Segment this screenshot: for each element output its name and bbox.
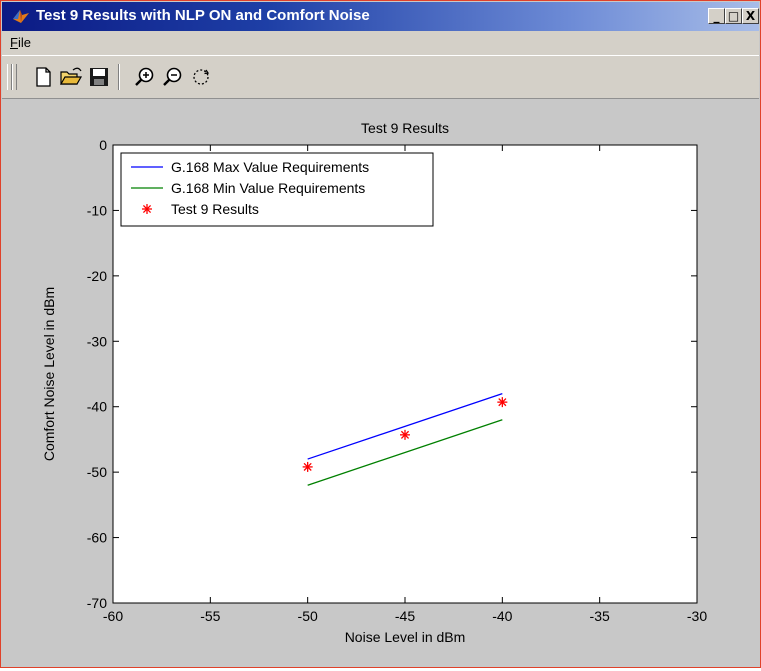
toolbar: [2, 55, 759, 99]
x-tick-label: -35: [590, 608, 610, 624]
y-tick-label: -10: [87, 202, 107, 218]
legend-label: G.168 Max Value Requirements: [171, 159, 369, 175]
minimize-button[interactable]: _: [708, 8, 725, 24]
y-axis-label: Comfort Noise Level in dBm: [41, 287, 57, 461]
y-tick-label: -60: [87, 530, 107, 546]
menu-bar: File: [2, 31, 759, 55]
title-bar[interactable]: Test 9 Results with NLP ON and Comfort N…: [2, 2, 759, 31]
chart-marks: [302, 393, 508, 486]
toolbar-grip-2[interactable]: [12, 64, 17, 90]
series-line-0: [307, 393, 503, 460]
y-tick-label: -40: [87, 399, 107, 415]
data-point-2-1: [400, 429, 410, 440]
axis-ticks: -60 -55 -50 -45 -40 -35 -30 0 -10 -20 -30 -40 -50 -60…: [87, 137, 708, 624]
x-tick-label: -60: [103, 608, 123, 624]
marker-stroke: [142, 204, 152, 214]
y-tick-label: 0: [99, 137, 107, 153]
new-file-icon[interactable]: [30, 64, 56, 90]
save-icon[interactable]: [86, 64, 112, 90]
window-title: Test 9 Results with NLP ON and Comfort N…: [36, 7, 370, 24]
marker-stroke: [400, 430, 410, 439]
x-tick-label: -50: [298, 608, 318, 624]
legend-label: Test 9 Results: [171, 201, 259, 217]
legend-box: [120, 152, 434, 227]
y-tick-label: -20: [87, 268, 107, 284]
x-tick-label: -45: [395, 608, 415, 624]
zoom-out-icon[interactable]: [160, 64, 186, 90]
y-tick-label: -30: [87, 333, 107, 349]
chart-title: Test 9 Results: [361, 120, 449, 136]
y-tick-label: -70: [87, 595, 107, 611]
rotate-icon[interactable]: [188, 64, 214, 90]
figure-canvas: -60 -55 -50 -45 -40 -35 -30 0 -10 -20 -30 -40 -50 -60…: [2, 99, 759, 666]
zoom-in-icon[interactable]: [132, 64, 158, 90]
legend-swatch: [142, 204, 152, 214]
toolbar-grip[interactable]: [7, 64, 12, 90]
maximize-button[interactable]: □: [725, 8, 742, 24]
y-tick-label: -50: [87, 464, 107, 480]
chart: -60 -55 -50 -45 -40 -35 -30 0 -10 -20 -30 -40 -50 -60…: [41, 120, 708, 645]
open-folder-icon[interactable]: [58, 64, 84, 90]
toolbar-separator: [118, 64, 120, 90]
matlab-logo-icon: [13, 10, 29, 23]
menu-file[interactable]: File: [10, 35, 31, 50]
legend[interactable]: G.168 Max Value Requirements G.168 Min Va…: [120, 152, 434, 227]
data-point-2-0: [302, 461, 313, 472]
marker-stroke: [498, 398, 507, 407]
menu-file-accelerator: F: [10, 35, 18, 50]
legend-label: G.168 Min Value Requirements: [171, 180, 365, 196]
x-tick-label: -55: [200, 608, 220, 624]
close-button[interactable]: X: [742, 8, 759, 24]
marker-stroke: [303, 462, 312, 471]
x-tick-label: -30: [687, 608, 707, 624]
x-tick-label: -40: [492, 608, 512, 624]
x-axis-label: Noise Level in dBm: [345, 629, 466, 645]
data-point-2-2: [497, 397, 508, 408]
menu-file-label: ile: [17, 35, 31, 50]
series-line-1: [307, 419, 503, 486]
